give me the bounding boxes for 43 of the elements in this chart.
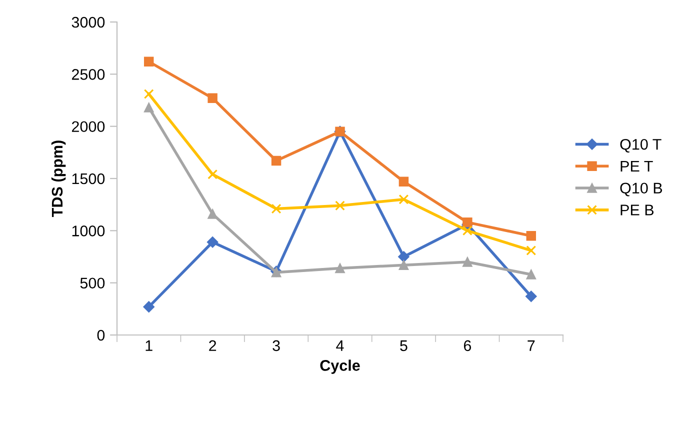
point: [526, 290, 537, 302]
point: [206, 236, 218, 248]
point: [271, 204, 282, 214]
point: [398, 176, 409, 186]
x-tick-label: 1: [146, 340, 152, 351]
point: [208, 209, 218, 219]
y-tick-label: 1000: [72, 226, 105, 236]
y-axis-title: TDS (ppm): [51, 140, 66, 217]
point: [144, 88, 154, 99]
legend-label: PE B: [620, 204, 654, 216]
point: [208, 169, 218, 180]
y-tick-label: 2500: [72, 69, 105, 80]
x-tick-label: 4: [336, 340, 344, 351]
point: [398, 194, 409, 204]
x-tick-label: 3: [272, 340, 280, 352]
point: [144, 56, 154, 67]
x-axis-title: Cycle: [320, 360, 360, 374]
legend-label: Q10 T: [620, 138, 662, 153]
y-tick-label: 3000: [72, 16, 105, 28]
y-tick-label: 1500: [72, 173, 105, 184]
point: [526, 270, 536, 280]
point: [398, 251, 410, 262]
point: [526, 245, 536, 256]
point: [335, 200, 345, 211]
legend-label: PE T: [620, 161, 653, 172]
point: [462, 217, 472, 228]
point: [526, 231, 536, 241]
x-tick-label: 2: [209, 340, 216, 351]
point: [462, 226, 472, 236]
x-tick-label: 5: [400, 340, 408, 352]
point: [398, 260, 409, 270]
x-tick-label: 7: [528, 340, 535, 351]
legend-label: Q10 B: [620, 182, 662, 196]
x-tick-label: 6: [464, 340, 472, 352]
point: [208, 93, 218, 104]
point: [335, 263, 345, 274]
y-tick-label: 2000: [72, 121, 105, 132]
y-tick-label: 0: [97, 330, 105, 341]
point: [144, 102, 154, 112]
point: [143, 301, 154, 312]
y-tick-label: 500: [80, 278, 105, 289]
point: [462, 257, 472, 267]
point: [271, 156, 282, 166]
